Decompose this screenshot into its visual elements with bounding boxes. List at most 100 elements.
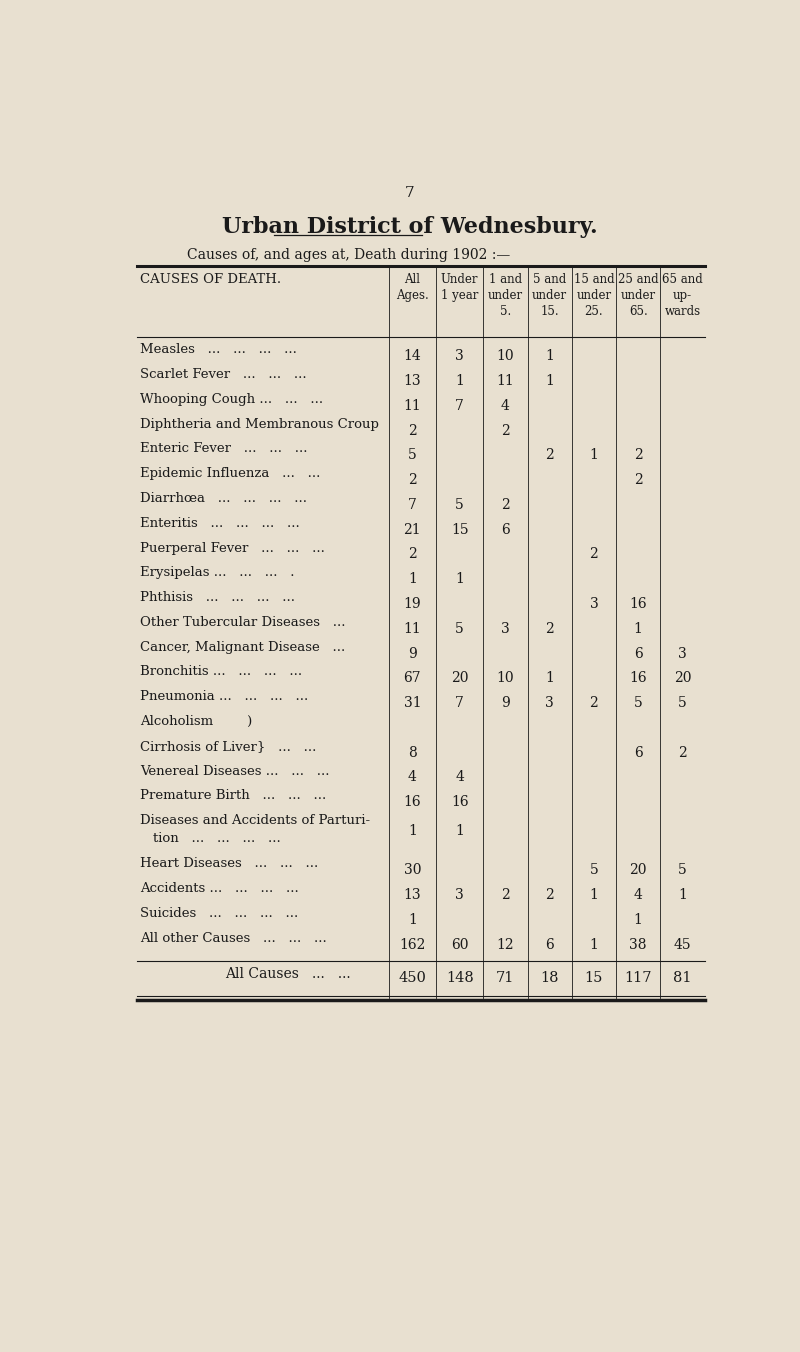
Text: 3: 3 <box>678 646 686 661</box>
Text: 5: 5 <box>455 622 464 635</box>
Text: 2: 2 <box>634 449 642 462</box>
Text: 6: 6 <box>501 523 510 537</box>
Text: 45: 45 <box>674 938 691 952</box>
Text: 2: 2 <box>408 548 417 561</box>
Text: 31: 31 <box>403 696 421 710</box>
Text: 38: 38 <box>630 938 647 952</box>
Text: 2: 2 <box>408 423 417 438</box>
Text: Bronchitis ...   ...   ...   ...: Bronchitis ... ... ... ... <box>140 665 302 679</box>
Text: 67: 67 <box>403 672 421 685</box>
Text: Other Tubercular Diseases   ...: Other Tubercular Diseases ... <box>140 617 346 629</box>
Text: 9: 9 <box>408 646 417 661</box>
Text: 20: 20 <box>451 672 468 685</box>
Text: 13: 13 <box>403 888 421 902</box>
Text: Causes of, and ages at, Death during 1902 :—: Causes of, and ages at, Death during 190… <box>187 247 510 261</box>
Text: Suicides   ...   ...   ...   ...: Suicides ... ... ... ... <box>140 907 298 921</box>
Text: Diphtheria and Membranous Croup: Diphtheria and Membranous Croup <box>140 418 379 431</box>
Text: 1: 1 <box>634 913 642 927</box>
Text: 7: 7 <box>408 498 417 512</box>
Text: 6: 6 <box>634 646 642 661</box>
Text: 14: 14 <box>403 349 422 364</box>
Text: 20: 20 <box>630 864 647 877</box>
Text: 1: 1 <box>590 449 598 462</box>
Text: Puerperal Fever   ...   ...   ...: Puerperal Fever ... ... ... <box>140 542 325 554</box>
Text: Enteric Fever   ...   ...   ...: Enteric Fever ... ... ... <box>140 442 308 456</box>
Text: 7: 7 <box>455 399 464 412</box>
Text: 5 and
under
15.: 5 and under 15. <box>532 273 567 318</box>
Text: 1: 1 <box>546 672 554 685</box>
Text: 148: 148 <box>446 971 474 984</box>
Text: 16: 16 <box>630 672 647 685</box>
Text: 4: 4 <box>408 771 417 784</box>
Text: 16: 16 <box>630 598 647 611</box>
Text: 3: 3 <box>590 598 598 611</box>
Text: 11: 11 <box>497 375 514 388</box>
Text: 15: 15 <box>585 971 603 984</box>
Text: 30: 30 <box>404 864 421 877</box>
Text: Venereal Diseases ...   ...   ...: Venereal Diseases ... ... ... <box>140 765 330 777</box>
Text: 7: 7 <box>455 696 464 710</box>
Text: Premature Birth   ...   ...   ...: Premature Birth ... ... ... <box>140 790 326 802</box>
Text: Accidents ...   ...   ...   ...: Accidents ... ... ... ... <box>140 883 299 895</box>
Text: 1: 1 <box>590 888 598 902</box>
Text: 2: 2 <box>501 498 510 512</box>
Text: 3: 3 <box>455 888 464 902</box>
Text: 1: 1 <box>678 888 687 902</box>
Text: Phthisis   ...   ...   ...   ...: Phthisis ... ... ... ... <box>140 591 295 604</box>
Text: 4: 4 <box>455 771 464 784</box>
Text: 13: 13 <box>403 375 421 388</box>
Text: 2: 2 <box>408 473 417 487</box>
Text: Alcoholism        ): Alcoholism ) <box>140 715 253 727</box>
Text: 21: 21 <box>403 523 421 537</box>
Text: 18: 18 <box>540 971 559 984</box>
Text: 9: 9 <box>501 696 510 710</box>
Text: 3: 3 <box>546 696 554 710</box>
Text: 71: 71 <box>496 971 514 984</box>
Text: 19: 19 <box>403 598 421 611</box>
Text: 2: 2 <box>634 473 642 487</box>
Text: Whooping Cough ...   ...   ...: Whooping Cough ... ... ... <box>140 393 323 406</box>
Text: 2: 2 <box>678 746 686 760</box>
Text: 1: 1 <box>455 823 464 838</box>
Text: 1: 1 <box>634 622 642 635</box>
Text: 16: 16 <box>451 795 469 810</box>
Text: 5: 5 <box>408 449 417 462</box>
Text: tion   ...   ...   ...   ...: tion ... ... ... ... <box>153 831 281 845</box>
Text: 162: 162 <box>399 938 426 952</box>
Text: 2: 2 <box>501 423 510 438</box>
Text: 10: 10 <box>497 672 514 685</box>
Text: 11: 11 <box>403 399 422 412</box>
Text: Scarlet Fever   ...   ...   ...: Scarlet Fever ... ... ... <box>140 368 307 381</box>
Text: All Causes   ...   ...: All Causes ... ... <box>225 967 350 982</box>
Text: 1 and
under
5.: 1 and under 5. <box>488 273 523 318</box>
Text: Under
1 year: Under 1 year <box>441 273 478 301</box>
Text: Enteritis   ...   ...   ...   ...: Enteritis ... ... ... ... <box>140 516 300 530</box>
Text: 2: 2 <box>546 449 554 462</box>
Text: 1: 1 <box>546 349 554 364</box>
Text: 25 and
under
65.: 25 and under 65. <box>618 273 658 318</box>
Text: 1: 1 <box>408 572 417 587</box>
Text: 1: 1 <box>455 572 464 587</box>
Text: 12: 12 <box>497 938 514 952</box>
Text: 117: 117 <box>624 971 652 984</box>
Text: 15: 15 <box>451 523 469 537</box>
Text: 6: 6 <box>546 938 554 952</box>
Text: 20: 20 <box>674 672 691 685</box>
Text: CAUSES OF DEATH.: CAUSES OF DEATH. <box>140 273 282 285</box>
Text: Heart Diseases   ...   ...   ...: Heart Diseases ... ... ... <box>140 857 318 871</box>
Text: 1: 1 <box>546 375 554 388</box>
Text: 4: 4 <box>501 399 510 412</box>
Text: 11: 11 <box>403 622 422 635</box>
Text: 1: 1 <box>408 823 417 838</box>
Text: 4: 4 <box>634 888 642 902</box>
Text: 7: 7 <box>405 187 415 200</box>
Text: 3: 3 <box>501 622 510 635</box>
Text: 1: 1 <box>455 375 464 388</box>
Text: Pneumonia ...   ...   ...   ...: Pneumonia ... ... ... ... <box>140 691 309 703</box>
Text: All other Causes   ...   ...   ...: All other Causes ... ... ... <box>140 932 327 945</box>
Text: 10: 10 <box>497 349 514 364</box>
Text: 2: 2 <box>590 696 598 710</box>
Text: 8: 8 <box>408 746 417 760</box>
Text: 2: 2 <box>590 548 598 561</box>
Text: 5: 5 <box>678 864 686 877</box>
